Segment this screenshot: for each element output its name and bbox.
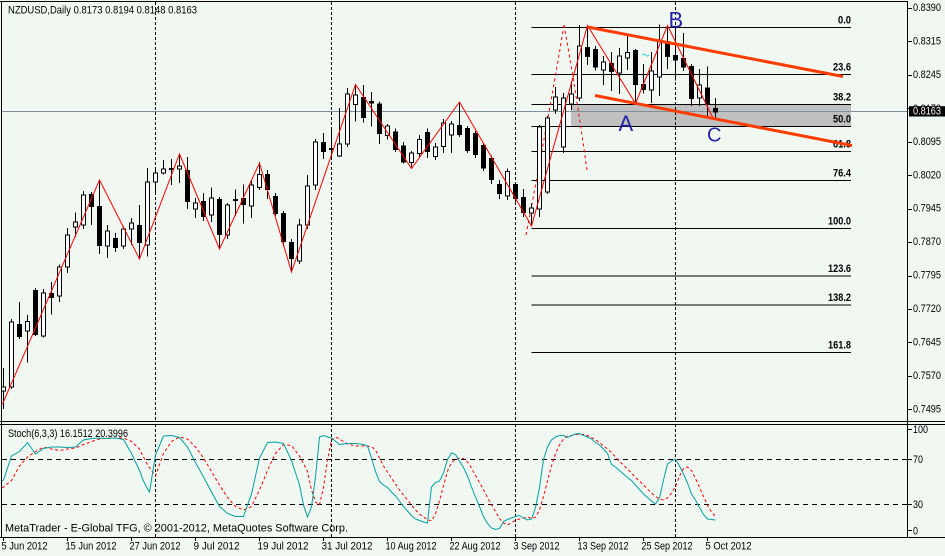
svg-text:138.2: 138.2 — [828, 292, 851, 304]
svg-text:10 Aug 2012: 10 Aug 2012 — [386, 541, 437, 553]
svg-text:0.7945: 0.7945 — [913, 203, 941, 215]
svg-text:0.8315: 0.8315 — [913, 35, 941, 47]
svg-text:15 Jun 2012: 15 Jun 2012 — [66, 541, 117, 553]
svg-text:0.8245: 0.8245 — [913, 69, 941, 81]
svg-text:22 Aug 2012: 22 Aug 2012 — [450, 541, 501, 553]
svg-text:B: B — [669, 8, 684, 33]
svg-text:0.7870: 0.7870 — [913, 236, 941, 248]
svg-text:0: 0 — [913, 526, 918, 538]
svg-text:23.6: 23.6 — [833, 62, 851, 74]
svg-text:100.0: 100.0 — [828, 216, 851, 228]
svg-text:0.7720: 0.7720 — [913, 303, 941, 315]
svg-text:0.7795: 0.7795 — [913, 270, 941, 282]
svg-text:0.0: 0.0 — [838, 15, 851, 27]
svg-text:3 Sep 2012: 3 Sep 2012 — [514, 541, 560, 553]
svg-text:70: 70 — [913, 454, 923, 466]
svg-text:161.8: 161.8 — [828, 340, 851, 352]
svg-text:31 Jul 2012: 31 Jul 2012 — [322, 541, 373, 553]
svg-text:9 Jul 2012: 9 Jul 2012 — [194, 541, 240, 553]
svg-text:0.7495: 0.7495 — [913, 403, 941, 415]
svg-text:0.8095: 0.8095 — [913, 136, 941, 148]
svg-text:13 Sep 2012: 13 Sep 2012 — [578, 541, 629, 553]
svg-text:NZDUSD,Daily 0.8173 0.8194 0.: NZDUSD,Daily 0.8173 0.8194 0.8148 0.8163 — [8, 5, 197, 17]
svg-text:0.8163: 0.8163 — [913, 106, 941, 118]
svg-text:A: A — [619, 111, 634, 136]
svg-text:C: C — [707, 125, 721, 147]
svg-text:30: 30 — [913, 499, 923, 511]
svg-text:0.7570: 0.7570 — [913, 370, 941, 382]
svg-text:27 Jun 2012: 27 Jun 2012 — [130, 541, 181, 553]
svg-text:100: 100 — [913, 424, 928, 436]
svg-text:5 Oct 2012: 5 Oct 2012 — [706, 541, 752, 553]
svg-text:Stoch(6,3,3) 16.1512 20.3996: Stoch(6,3,3) 16.1512 20.3996 — [8, 428, 128, 440]
svg-text:38.2: 38.2 — [833, 92, 851, 104]
svg-text:0.8020: 0.8020 — [913, 169, 941, 181]
svg-text:25 Sep 2012: 25 Sep 2012 — [642, 541, 693, 553]
svg-text:5 Jun 2012: 5 Jun 2012 — [2, 541, 48, 553]
svg-text:123.6: 123.6 — [828, 263, 851, 275]
svg-text:19 Jul 2012: 19 Jul 2012 — [258, 541, 309, 553]
svg-text:0.8390: 0.8390 — [913, 2, 941, 14]
svg-text:50.0: 50.0 — [833, 114, 851, 126]
svg-text:0.7645: 0.7645 — [913, 337, 941, 349]
svg-text:76.4: 76.4 — [833, 168, 852, 180]
svg-text:MetaTrader - E-Global TFG, © 2: MetaTrader - E-Global TFG, © 2001-2012, … — [5, 523, 348, 535]
